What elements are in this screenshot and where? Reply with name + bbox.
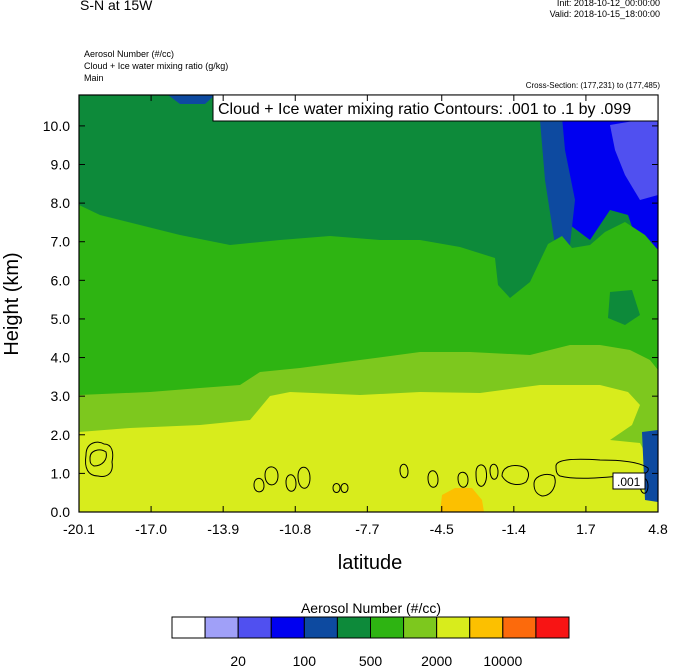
x-axis: -20.1 -17.0 -13.9 -10.8 -7.7 -4.5 -1.4 1.7 4.8 [63,95,668,537]
valid-time: Valid: 2018-10-15_18:00:00 [549,9,660,19]
contour-value-label: .001 [617,475,641,489]
contour-info-label: Cloud + Ice water mixing ratio Contours:… [218,101,631,118]
colorbar-swatch [237,616,272,639]
x-tick-label: -20.1 [63,521,95,537]
y-tick-label: 9.0 [51,157,71,173]
colorbar-label: 100 [293,653,317,668]
colorbar [171,616,570,639]
orange-patch [440,488,484,512]
field-name-main: Main [84,73,104,83]
init-time: Init: 2018-10-12_00:00:00 [556,0,660,8]
y-tick-label: 2.0 [51,427,71,443]
cross-section-label: Cross-Section: (177,231) to (177,485) [525,81,660,90]
colorbar-label: 20 [230,653,246,668]
colorbar-swatch [370,616,405,639]
colorbar-swatch [171,616,206,639]
colorbar-swatch [336,616,371,639]
contour-value-box [612,472,646,490]
y-tick-label: 7.0 [51,234,71,250]
y-tick-label: 8.0 [51,195,71,211]
y-axis: 0.0 1.0 2.0 3.0 4.0 5.0 6.0 7.0 8.0 9.0 10.0 [43,118,658,520]
x-tick-label: -10.8 [279,521,311,537]
colorbar-label: 2000 [421,653,452,668]
light-blue-region [610,120,658,200]
x-tick-label: -1.4 [502,521,526,537]
y-tick-label: 5.0 [51,311,71,327]
inner-dark-green-patch [608,290,640,325]
x-tick-label: 4.8 [648,521,668,537]
x-tick-label: -4.5 [430,521,454,537]
x-tick-label: -17.0 [135,521,167,537]
colorbar-swatch [535,616,570,639]
x-tick-label: 1.7 [576,521,596,537]
top-left-blue-patch [168,95,215,104]
colorbar-label: 500 [359,653,383,668]
right-edge-dark-blue-patch [642,430,658,502]
plot-area [79,95,658,512]
field-name-aerosol: Aerosol Number (#/cc) [84,49,175,59]
y-tick-label: 0.0 [51,504,71,520]
y-tick-label: 1.0 [51,465,71,481]
colorbar-label: 10000 [483,653,522,668]
colorbar-swatch [204,616,239,639]
y-tick-label: 10.0 [43,118,70,134]
colorbar-title: Aerosol Number (#/cc) [301,600,441,616]
colorbar-swatch [469,616,504,639]
x-tick-label: -13.9 [207,521,239,537]
colorbar-swatch [303,616,338,639]
y-tick-label: 4.0 [51,350,71,366]
contour-info-box [212,94,659,122]
yellow-green-region [79,385,658,512]
dark-blue-region [540,95,575,245]
colorbar-labels: 20 100 500 2000 10000 [230,653,522,668]
y-axis-label: Height (km) [1,252,23,355]
field-name-cloud-ice: Cloud + Ice water mixing ratio (g/kg) [84,61,229,71]
colorbar-swatch [436,616,471,639]
colorbar-swatch [502,616,537,639]
x-axis-label: latitude [338,552,403,574]
y-tick-label: 3.0 [51,388,71,404]
colorbar-swatch [403,616,438,639]
x-tick-label: -7.7 [355,521,379,537]
page-title: S-N at 15W [80,0,153,13]
colorbar-swatch [270,616,305,639]
y-tick-label: 6.0 [51,272,71,288]
